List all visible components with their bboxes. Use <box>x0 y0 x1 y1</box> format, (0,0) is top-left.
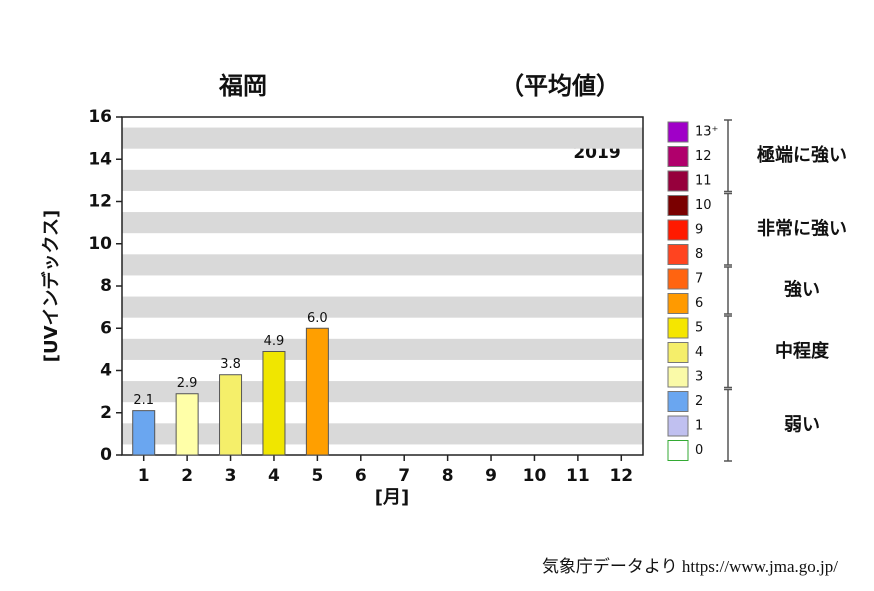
legend-swatch <box>667 244 689 265</box>
legend-group-label: 中程度 <box>775 340 830 362</box>
legend-label: 2 <box>695 394 703 409</box>
legend-label: 6 <box>695 296 703 311</box>
x-tick-label: 10 <box>523 466 547 486</box>
y-tick-label: 8 <box>100 276 112 296</box>
legend-swatch <box>667 195 689 216</box>
value-label: 4.9 <box>264 334 285 349</box>
legend-swatch <box>667 268 689 290</box>
source: 気象庁データより https://www.jma.go.jp/ <box>542 556 838 576</box>
grid-stripe <box>122 127 643 149</box>
legend-swatch <box>667 170 689 192</box>
bar <box>132 410 156 456</box>
y-tick-label: 10 <box>88 234 112 254</box>
x-tick-label: 2 <box>181 466 193 486</box>
x-tick-label: 3 <box>225 466 237 486</box>
x-axis-label: [月] <box>375 487 409 508</box>
value-label: 3.8 <box>220 357 241 372</box>
legend-group-label: 強い <box>784 279 820 301</box>
x-tick-label: 6 <box>355 466 367 486</box>
grid-stripe <box>122 212 643 234</box>
chart-subtitle: （平均値） <box>500 72 620 100</box>
legend-label: 11 <box>695 174 712 189</box>
x-tick-label: 4 <box>268 466 280 486</box>
legend-group-label: 非常に強い <box>757 217 847 239</box>
bar <box>219 374 243 456</box>
value-label: 2.9 <box>177 376 198 391</box>
x-tick-label: 5 <box>311 466 323 486</box>
legend-swatch <box>667 121 689 143</box>
grid-stripe <box>122 169 643 191</box>
legend-group-label: 弱い <box>784 414 820 435</box>
x-tick-label: 7 <box>398 466 410 486</box>
legend-label: 10 <box>695 198 712 213</box>
legend-swatch <box>667 219 689 241</box>
legend-swatch <box>667 293 689 314</box>
y-tick-label: 6 <box>100 318 112 338</box>
grid-stripe <box>122 381 643 403</box>
legend-swatch <box>667 391 689 412</box>
legend-group-label: 極端に強い <box>757 144 847 166</box>
legend-label: 8 <box>695 247 703 262</box>
x-tick-label: 12 <box>609 466 633 486</box>
grid-stripe <box>122 254 643 276</box>
legend-label: 3 <box>695 370 703 385</box>
x-tick-label: 11 <box>566 466 590 486</box>
y-tick-label: 4 <box>100 361 112 381</box>
legend-label: 5 <box>695 321 703 336</box>
y-tick-label: 14 <box>88 149 112 169</box>
x-tick-label: 8 <box>442 466 454 486</box>
bar <box>262 350 286 456</box>
grid-stripe <box>122 296 643 318</box>
legend-label: 12 <box>695 149 712 164</box>
legend-label: 0 <box>695 443 703 458</box>
grid-stripe <box>122 338 643 360</box>
legend-swatch <box>667 342 689 363</box>
y-tick-label: 12 <box>88 192 112 212</box>
y-axis-label: [UVインデックス] <box>40 210 62 362</box>
legend-swatch <box>667 415 689 437</box>
plot-frame <box>121 116 644 456</box>
value-label: 2.1 <box>133 393 154 408</box>
legend-swatch <box>667 440 689 461</box>
x-tick-label: 9 <box>485 466 497 486</box>
x-tick-label: 1 <box>138 466 150 486</box>
legend-label: 1 <box>695 419 703 434</box>
legend-label: 13⁺ <box>695 125 718 140</box>
legend-swatch <box>667 317 689 339</box>
chart-title: 福岡 <box>218 72 267 100</box>
legend-swatch <box>667 366 689 388</box>
legend-label: 7 <box>695 272 703 287</box>
bar <box>305 327 329 456</box>
grid-stripe <box>122 423 643 445</box>
bar <box>175 393 199 456</box>
legend-swatch <box>667 146 689 167</box>
y-tick-label: 2 <box>100 403 112 423</box>
value-label: 6.0 <box>307 311 328 326</box>
y-tick-label: 16 <box>88 107 112 127</box>
y-tick-label: 0 <box>100 445 112 465</box>
legend-label: 4 <box>695 345 703 360</box>
legend-label: 9 <box>695 223 703 238</box>
